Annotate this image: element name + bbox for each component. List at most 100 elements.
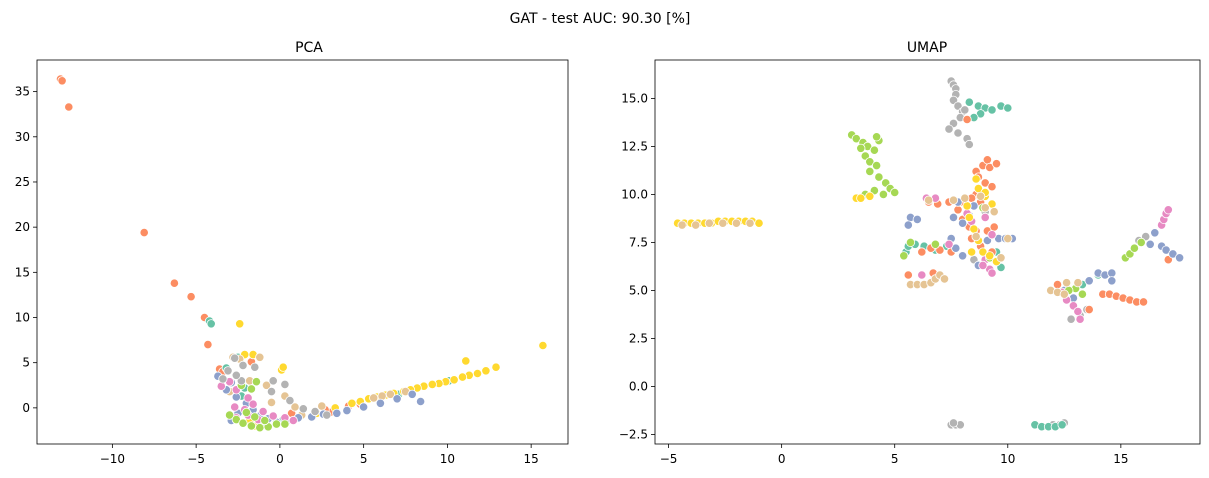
umap-point-s7-11 [989, 207, 999, 217]
umap-point-s5-1 [851, 134, 861, 144]
pca-point-s7-1 [238, 360, 248, 370]
umap-point-s5-31 [899, 251, 909, 261]
pca-frame [36, 59, 569, 445]
pca-ytick-label-5: 25 [15, 175, 30, 189]
pca-point-s0-3 [139, 228, 149, 238]
umap-point-s0-12 [964, 139, 974, 150]
pca-point-s7-13 [218, 374, 228, 384]
umap-xtick-label-2: 5 [891, 452, 899, 466]
umap-point-s6-15 [966, 247, 977, 257]
umap-point-s3-2 [903, 220, 913, 230]
pca-point-s4-17 [392, 394, 402, 404]
pca-point-s4-19 [415, 396, 426, 407]
pca-point-s5-4 [230, 402, 240, 412]
umap-point-s7-6 [939, 274, 950, 284]
umap-point-s0-25 [1066, 314, 1076, 324]
umap-point-s4-18 [1163, 205, 1173, 215]
pca-point-s6-3 [246, 421, 256, 431]
umap-point-s3-10 [957, 251, 968, 261]
umap-point-s0-17 [948, 418, 959, 428]
pca-point-s6-10 [241, 407, 251, 417]
pca-point-s7-10 [310, 406, 320, 417]
umap-point-s5-14 [878, 189, 889, 199]
pca-point-s7-9 [298, 404, 308, 414]
umap-ytick-label-3: 5.0 [629, 283, 648, 297]
umap-point-s7-10 [980, 203, 990, 213]
pca-point-s7-5 [268, 376, 278, 386]
pca-axes: PCA −10 −5 0 5 10 15 0 5 10 15 20 25 30 35 [15, 40, 569, 466]
umap-point-s5-8 [871, 161, 882, 171]
umap-point-s5-5 [856, 143, 866, 153]
umap-point-s2-39 [1052, 279, 1063, 290]
umap-point-s2-37 [1138, 297, 1149, 307]
umap-point-s7-23 [718, 218, 728, 228]
umap-point-s5-10 [874, 172, 884, 182]
umap-point-s2-12 [953, 205, 963, 215]
umap-point-s1-20 [1057, 420, 1067, 430]
umap-xtick-label-4: 15 [1113, 452, 1128, 466]
pca-point-s0-4 [169, 278, 179, 288]
umap-point-s2-17 [989, 222, 999, 232]
pca-points [55, 74, 548, 433]
umap-point-s6-12 [978, 247, 988, 257]
umap-point-s7-24 [731, 218, 742, 228]
umap-points [672, 76, 1185, 432]
umap-xtick-label-0: −5 [660, 452, 678, 466]
pca-xtick-label-2: 0 [276, 452, 284, 466]
umap-point-s5-9 [865, 166, 875, 176]
umap-point-s3-20 [1107, 276, 1117, 286]
pca-point-s6-4 [255, 423, 265, 433]
pca-point-s6-9 [260, 415, 270, 426]
umap-point-s5-21 [930, 239, 941, 249]
pca-ytick-label-7: 35 [15, 85, 30, 99]
pca-point-s7-6 [280, 379, 290, 389]
umap-ytick-label-6: 12.5 [621, 139, 648, 153]
pca-ytick-label-2: 10 [15, 311, 30, 325]
umap-point-s7-26 [975, 191, 986, 201]
umap-point-s5-19 [871, 132, 882, 142]
pca-point-s7-3 [223, 366, 233, 376]
umap-point-s7-21 [691, 220, 701, 230]
pca-point-s2-4 [278, 362, 288, 372]
pca-point-s3-13 [261, 380, 272, 390]
pca-point-s6-0 [225, 410, 235, 420]
umap-point-s7-7 [923, 195, 934, 205]
umap-point-s4-9 [987, 268, 997, 278]
umap-point-s7-20 [677, 220, 687, 230]
umap-point-s7-13 [996, 253, 1006, 263]
umap-point-s7-17 [1059, 289, 1069, 299]
umap-point-s4-8 [978, 260, 988, 270]
umap-point-s2-3 [982, 155, 993, 165]
pca-ticks: −10 −5 0 5 10 15 0 5 10 15 20 25 30 35 [15, 85, 539, 466]
umap-point-s3-5 [957, 218, 968, 228]
umap-point-s3-25 [1175, 253, 1185, 263]
figure-title: GAT - test AUC: 90.30 [%] [510, 11, 691, 27]
pca-point-s0-1 [57, 76, 67, 86]
pca-xtick-label-3: 5 [360, 452, 368, 466]
pca-point-s5-10 [288, 415, 298, 426]
umap-point-s6-2 [865, 191, 875, 201]
pca-point-s2-0 [235, 319, 245, 329]
umap-point-s5-28 [1129, 243, 1140, 253]
pca-point-s2-7 [491, 362, 501, 372]
pca-ytick-label-0: 0 [22, 401, 30, 415]
pca-point-s5-8 [268, 411, 278, 421]
pca-point-s5-7 [258, 406, 268, 417]
umap-point-s5-13 [890, 187, 900, 198]
umap-title: UMAP [907, 40, 947, 56]
pca-point-s4-14 [342, 405, 352, 416]
umap-point-s2-7 [980, 178, 990, 188]
pca-point-s2-15 [427, 379, 437, 389]
pca-point-s6-7 [280, 419, 290, 429]
umap-point-s0-10 [953, 128, 963, 138]
umap-frame [654, 59, 1201, 445]
umap-point-s1-0 [964, 97, 974, 107]
umap-point-s3-23 [1161, 245, 1171, 255]
pca-point-s6-8 [250, 412, 260, 422]
umap-point-s7-25 [745, 218, 755, 228]
pca-point-s2-8 [481, 366, 491, 376]
umap-point-s3-4 [948, 212, 959, 222]
umap-point-s6-13 [985, 251, 995, 261]
umap-ytick-label-5: 10.0 [621, 187, 648, 201]
